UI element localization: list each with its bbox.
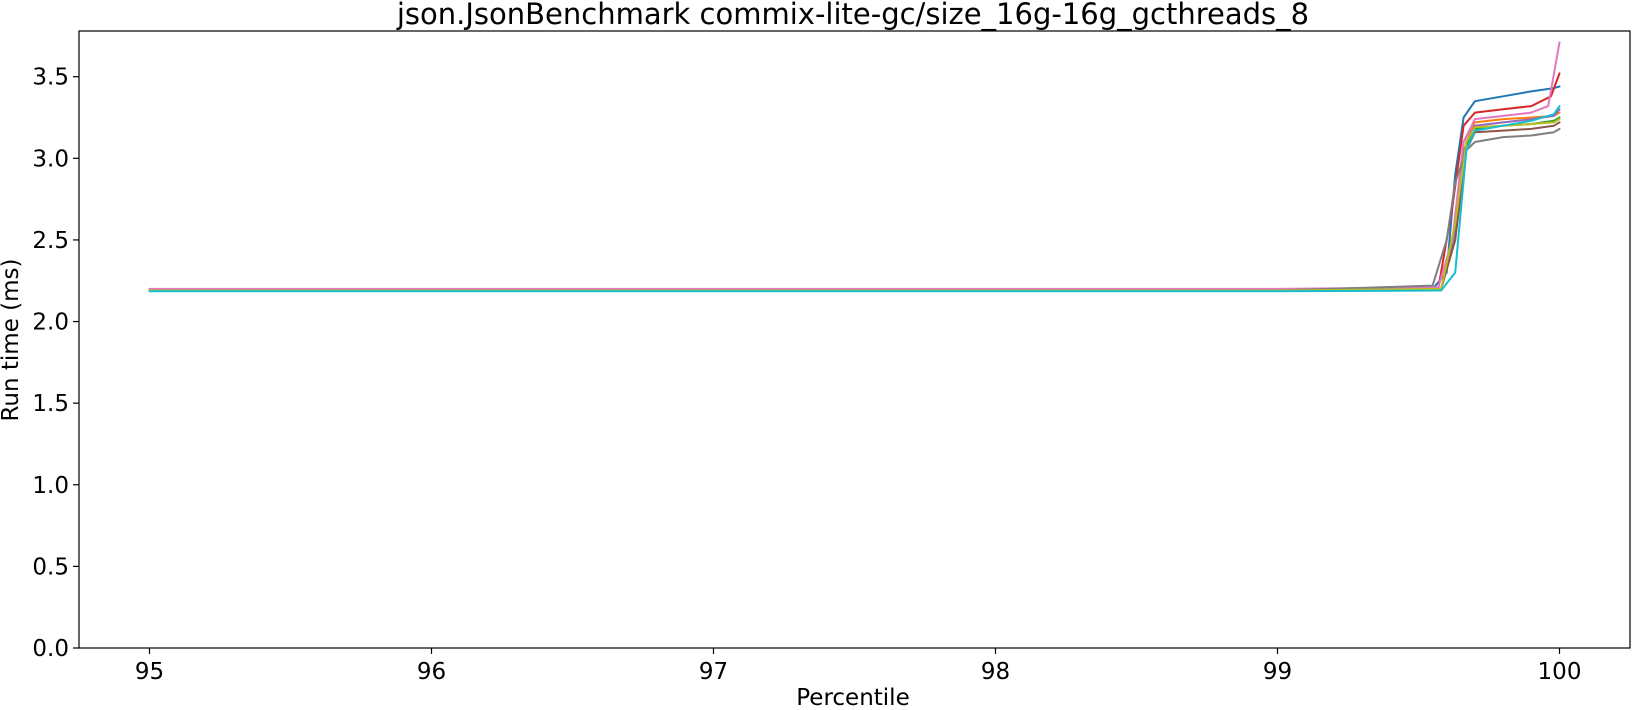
series-line-2 bbox=[148, 111, 1561, 292]
series-line-10 bbox=[148, 105, 1561, 293]
y-axis-label: Run time (ms) bbox=[0, 258, 24, 421]
y-tick-label: 1.0 bbox=[32, 473, 69, 499]
series-line-1 bbox=[148, 85, 1561, 292]
series-line-4 bbox=[148, 72, 1561, 292]
y-axis: 0.0 0.5 1.0 1.5 2.0 2.5 3.0 3.5 bbox=[32, 65, 79, 662]
y-tick-label: 2.5 bbox=[32, 228, 69, 254]
y-tick-label: 3.0 bbox=[32, 146, 69, 172]
series-line-6 bbox=[148, 121, 1561, 292]
chart-title: json.JsonBenchmark commix-lite-gc/size_1… bbox=[396, 0, 1309, 31]
series-line-5 bbox=[148, 108, 1561, 292]
series-line-7 bbox=[148, 41, 1561, 290]
y-tick-label: 1.5 bbox=[32, 391, 69, 417]
series-line-3 bbox=[148, 116, 1561, 292]
series-layer bbox=[148, 41, 1561, 293]
y-tick-label: 2.0 bbox=[32, 310, 69, 336]
x-tick-label: 100 bbox=[1538, 659, 1582, 685]
x-tick-label: 96 bbox=[417, 659, 446, 685]
x-tick-label: 98 bbox=[981, 659, 1010, 685]
series-line-9 bbox=[148, 118, 1561, 292]
series-line-8 bbox=[148, 127, 1561, 292]
x-tick-label: 97 bbox=[699, 659, 728, 685]
y-tick-label: 0.0 bbox=[32, 636, 69, 662]
x-axis: 95 96 97 98 99 100 bbox=[135, 648, 1582, 685]
x-axis-label: Percentile bbox=[796, 685, 909, 710]
y-tick-label: 0.5 bbox=[32, 554, 69, 580]
plot-frame bbox=[78, 30, 1631, 649]
x-tick-label: 95 bbox=[135, 659, 164, 685]
x-tick-label: 99 bbox=[1263, 659, 1292, 685]
y-tick-label: 3.5 bbox=[32, 65, 69, 91]
